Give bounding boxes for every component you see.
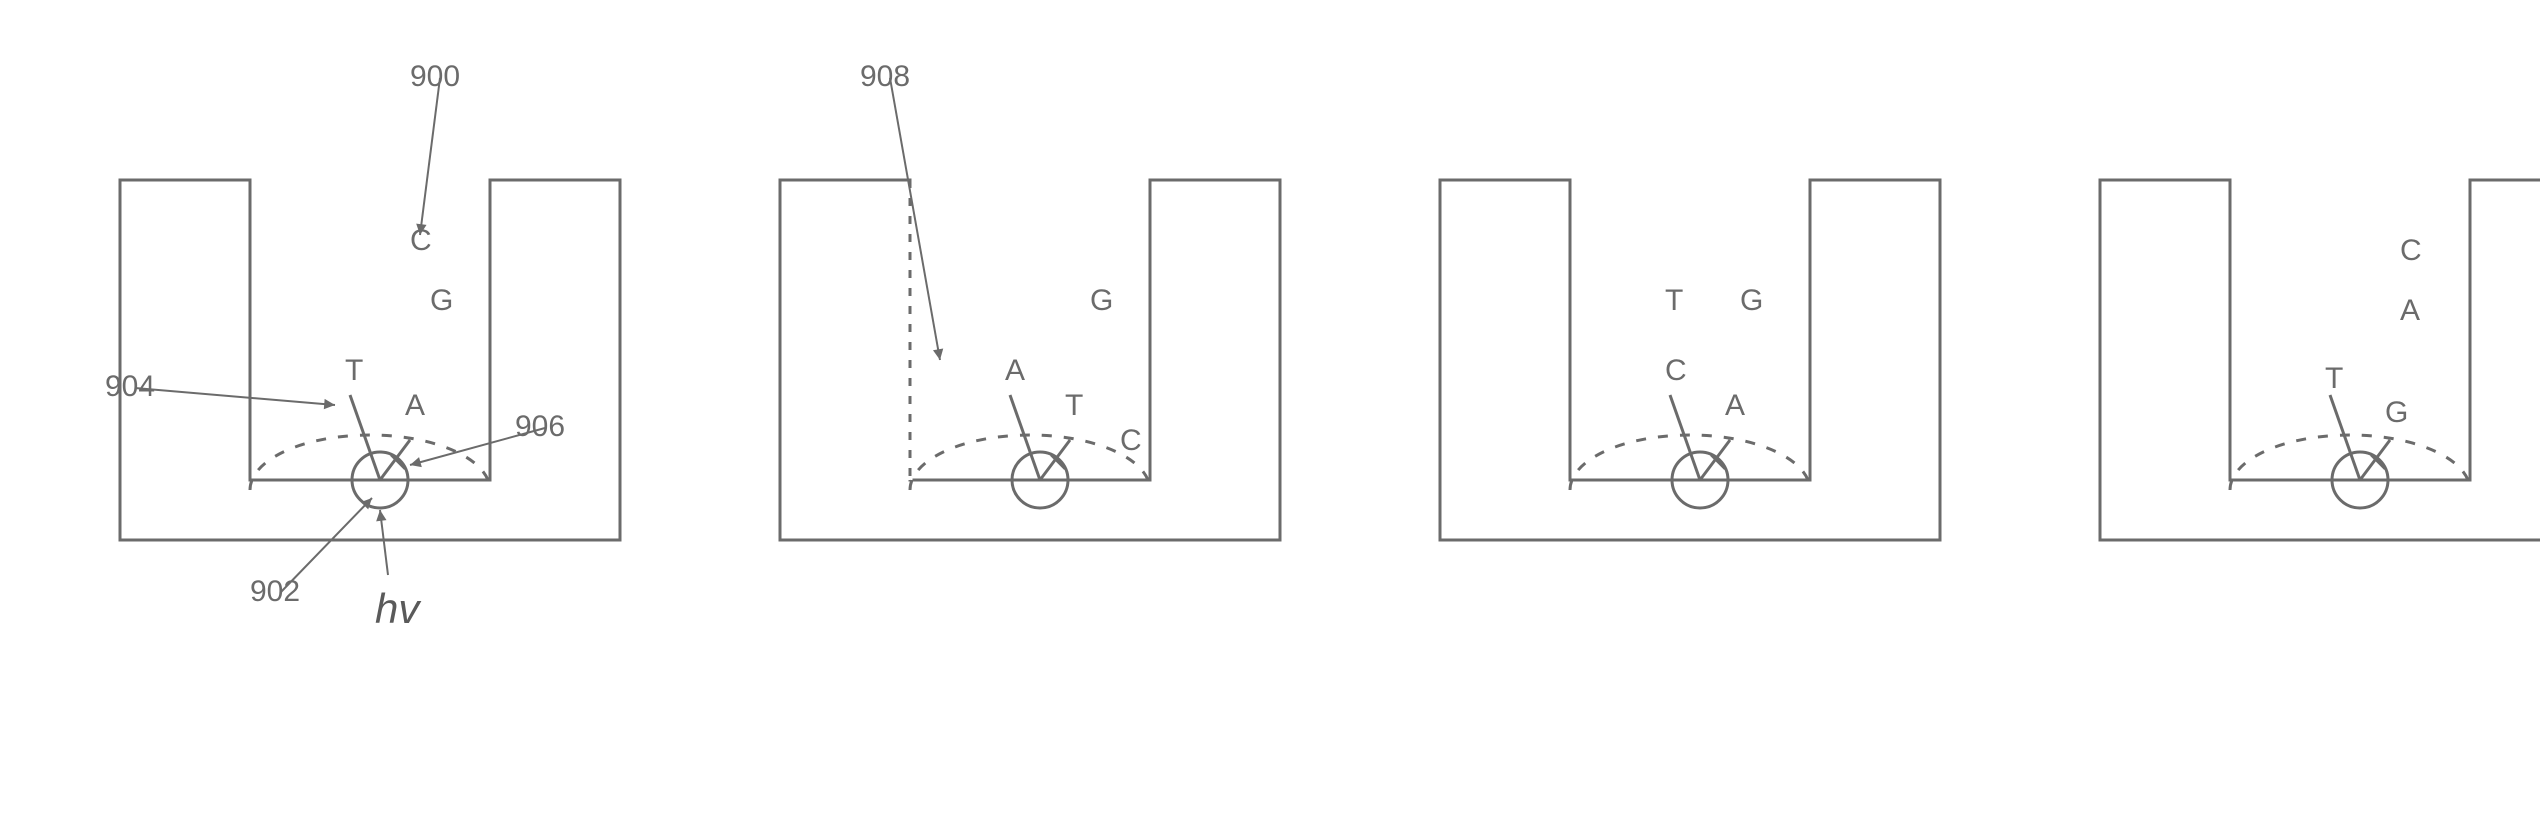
base-letter: A [405, 389, 425, 422]
base-letter: G [430, 284, 453, 317]
base-letter: T [345, 354, 363, 387]
callout-900: 900 [410, 60, 460, 94]
base-letter: A [2400, 294, 2420, 327]
callout-hv: hv [375, 585, 419, 633]
figure-canvas: 900904906902hvCGTA908GATCTGCACATG [0, 0, 2540, 819]
panel-4: CA T G [2100, 180, 2540, 580]
base-letter: T [2325, 362, 2343, 395]
base-letter: G [1090, 284, 1113, 317]
base-letter: T [1665, 284, 1683, 317]
base-letter: T [1065, 389, 1083, 422]
base-letter: G [1740, 284, 1763, 317]
panel-3: T G C A [1440, 180, 1940, 580]
base-letter: C [2400, 234, 2422, 267]
base-letter: C [1120, 424, 1142, 457]
panel-1: 900904906902hvCGTA [120, 180, 620, 580]
base-letter: A [1725, 389, 1745, 422]
panel-2: 908GATC [780, 180, 1280, 580]
base-letter: C [1665, 354, 1687, 387]
callout-908: 908 [860, 60, 910, 94]
base-letter: G [2385, 396, 2408, 429]
base-letter: A [1005, 354, 1025, 387]
